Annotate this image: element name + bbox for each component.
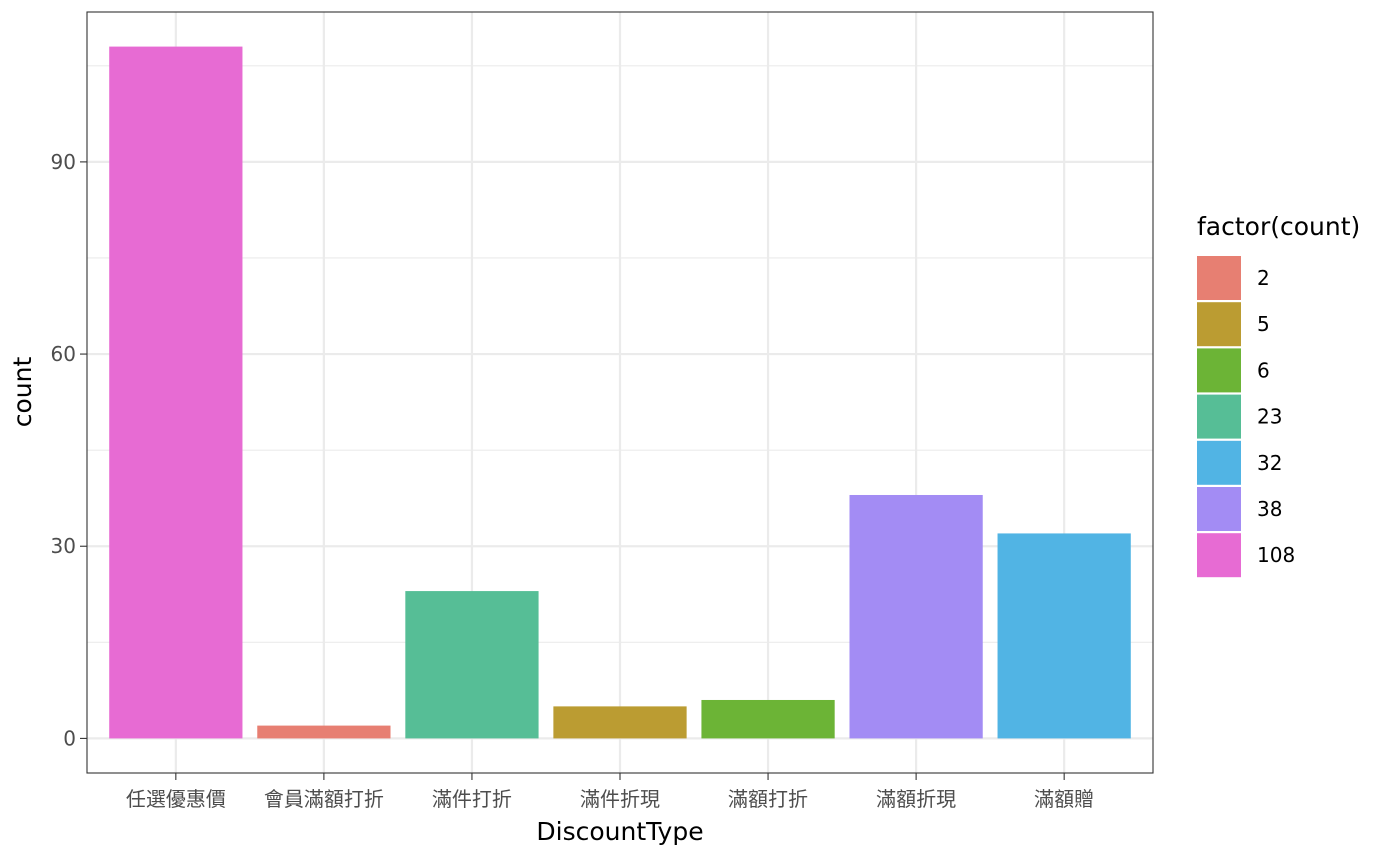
legend-swatch — [1197, 440, 1241, 485]
legend-label: 108 — [1257, 543, 1295, 567]
legend-swatch — [1197, 256, 1241, 300]
bar-1 — [109, 46, 243, 739]
bars — [109, 46, 1131, 739]
y-tick-label: 60 — [51, 342, 76, 366]
y-axis: 0 30 60 90 — [51, 150, 87, 750]
x-tick-label: 滿件打折 — [432, 787, 512, 811]
y-axis-title: count — [8, 357, 37, 428]
legend-label: 32 — [1257, 451, 1282, 475]
bar-7 — [997, 533, 1131, 739]
y-tick-label: 90 — [51, 150, 76, 174]
x-tick-label: 滿件折現 — [580, 787, 660, 811]
legend-label: 23 — [1257, 405, 1282, 429]
legend-swatch — [1197, 302, 1241, 347]
legend-swatch — [1197, 533, 1241, 578]
x-tick-label: 滿額折現 — [876, 787, 956, 811]
legend-label: 6 — [1257, 358, 1270, 382]
bar-4 — [553, 706, 687, 739]
legend: factor(count) 2 5 6 23 32 38 108 — [1197, 212, 1360, 578]
legend-swatch — [1197, 487, 1241, 531]
legend-swatch — [1197, 394, 1241, 439]
bar-6 — [849, 494, 983, 739]
x-axis-title: DiscountType — [536, 817, 703, 846]
x-tick-label: 任選優惠價 — [126, 787, 226, 811]
bar-3 — [405, 591, 539, 739]
x-axis: 任選優惠價 會員滿額打折 滿件打折 滿件折現 滿額打折 滿額折現 滿額贈 — [126, 773, 1094, 811]
bar-5 — [701, 699, 835, 739]
x-tick-label: 滿額贈 — [1034, 787, 1094, 811]
bar-2 — [257, 725, 391, 739]
legend-label: 38 — [1257, 497, 1282, 521]
legend-label: 2 — [1257, 266, 1270, 290]
x-tick-label: 滿額打折 — [728, 787, 808, 811]
y-tick-label: 0 — [63, 726, 76, 750]
y-tick-label: 30 — [51, 534, 76, 558]
legend-label: 5 — [1257, 312, 1270, 336]
legend-swatch — [1197, 348, 1241, 393]
legend-title: factor(count) — [1197, 212, 1360, 241]
x-tick-label: 會員滿額打折 — [264, 787, 384, 811]
